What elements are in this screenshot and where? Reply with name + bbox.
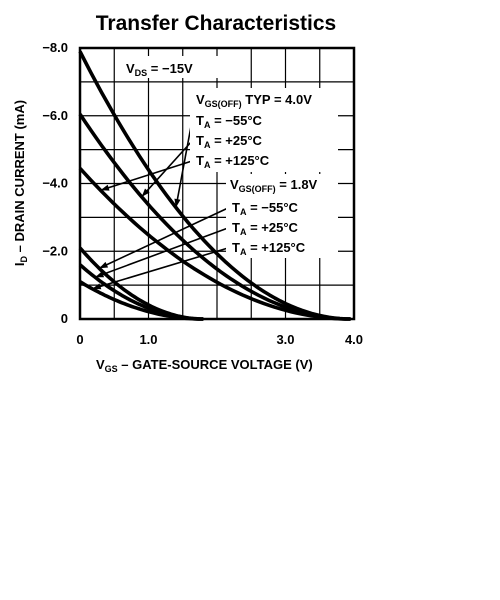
group-label-1-rest: TYP = 4.0V — [242, 92, 313, 107]
condition-label-sub: DS — [135, 68, 148, 78]
condition-label-main: V — [126, 61, 135, 76]
series-label-group1-2: TA = +25°C — [196, 133, 263, 150]
leader-arrowhead-group2-1 — [99, 261, 109, 269]
x-tick-label: 4.0 — [345, 332, 363, 347]
series-label-group1-1: TA = −55°C — [196, 113, 263, 130]
y-axis-label-sub: D — [19, 255, 29, 262]
group-label-background — [226, 174, 338, 258]
series-label-group1-3-sub: A — [204, 160, 211, 170]
y-tick-label: −2.0 — [42, 243, 68, 258]
x-axis-label-sub: GS — [105, 364, 118, 374]
group-label-background — [190, 88, 338, 172]
condition-label-background — [118, 56, 218, 78]
group-label-2-rest: = 1.8V — [276, 177, 318, 192]
condition-label: VDS = −15V — [126, 61, 193, 78]
leader-arrowhead-group1-2 — [141, 188, 150, 197]
series-label-group1-2-rest: = +25°C — [210, 133, 262, 148]
y-tick-label: −4.0 — [42, 176, 68, 191]
group-label-1: VGS(OFF) TYP = 4.0V — [196, 92, 312, 109]
series-label-group1-1-main: T — [196, 113, 204, 128]
series-label-group2-3-main: T — [232, 240, 240, 255]
chart-title: Transfer Characteristics — [95, 12, 337, 35]
series-label-group2-1-sub: A — [240, 207, 247, 217]
condition-label-rest: = −15V — [147, 61, 193, 76]
x-tick-label: 3.0 — [276, 332, 294, 347]
series-label-group1-1-rest: = −55°C — [210, 113, 262, 128]
series-label-group2-2-sub: A — [240, 227, 247, 237]
group-label-2-sub: GS(OFF) — [239, 184, 276, 194]
series-label-group1-2-sub: A — [204, 140, 211, 150]
series-label-group1-2-main: T — [196, 133, 204, 148]
series-label-group1-3-main: T — [196, 153, 204, 168]
leader-arrowhead-group1-3 — [100, 184, 110, 191]
series-label-group2-3-rest: = +125°C — [246, 240, 305, 255]
series-line-group1-3 — [78, 167, 351, 321]
x-axis-label-rest: – GATE-SOURCE VOLTAGE (V) — [118, 357, 313, 372]
y-axis-label: ID – DRAIN CURRENT (mA) — [12, 100, 29, 266]
series-label-group2-3-sub: A — [240, 247, 247, 257]
group-label-1-main: V — [196, 92, 205, 107]
x-axis-label: VGS – GATE-SOURCE VOLTAGE (V) — [96, 357, 313, 374]
y-tick-label: −6.0 — [42, 108, 68, 123]
axis-labels: VGS – GATE-SOURCE VOLTAGE (V)ID – DRAIN … — [12, 100, 313, 374]
series-label-group1-1-sub: A — [204, 120, 211, 130]
series-label-group2-1: TA = −55°C — [232, 200, 299, 217]
x-axis-label-main: V — [96, 357, 105, 372]
y-axis-label-rest: – DRAIN CURRENT (mA) — [12, 100, 27, 256]
leader-arrowhead-group1-1 — [174, 198, 181, 208]
series-label-group1-3-rest: = +125°C — [210, 153, 269, 168]
series-label-group2-1-main: T — [232, 200, 240, 215]
leader-arrowhead-group2-2 — [95, 271, 105, 278]
leader-line-group1-3 — [100, 160, 193, 192]
series-line-group2-3 — [79, 280, 204, 321]
y-tick-label: 0 — [61, 311, 68, 326]
leader-arrowhead-group2-3 — [92, 283, 102, 290]
group-label-2: VGS(OFF) = 1.8V — [230, 177, 318, 194]
tick-labels: 0 1.0 3.0 4.0 −8.0 −6.0 −4.0 −2.0 0 — [42, 40, 363, 347]
y-tick-label: −8.0 — [42, 40, 68, 55]
series-label-group1-3: TA = +125°C — [196, 153, 270, 170]
x-tick-label: 1.0 — [139, 332, 157, 347]
group-label-2-main: V — [230, 177, 239, 192]
y-axis-label-main: I — [12, 262, 27, 266]
leader-line-group2-3 — [92, 247, 229, 290]
leader-line-group2-2 — [94, 227, 229, 278]
leader-line-group2-1 — [98, 207, 229, 269]
label-leader-lines — [92, 120, 229, 290]
group-label-1-sub: GS(OFF) — [205, 99, 242, 109]
series-label-group2-2: TA = +25°C — [232, 220, 299, 237]
series-label-group2-2-rest: = +25°C — [246, 220, 298, 235]
x-tick-label: 0 — [76, 332, 83, 347]
series-label-group2-2-main: T — [232, 220, 240, 235]
series-label-group2-3: TA = +125°C — [232, 240, 306, 257]
series-label-group2-1-rest: = −55°C — [246, 200, 298, 215]
